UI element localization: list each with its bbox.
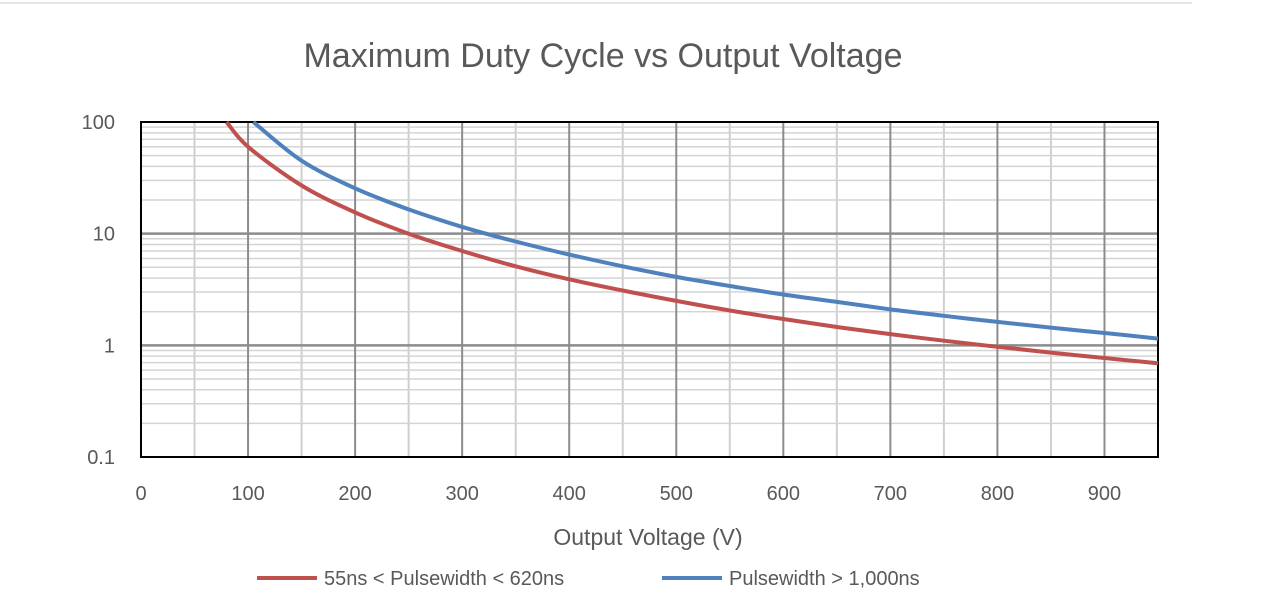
x-tick-label: 100 xyxy=(231,483,264,505)
legend-label-long-pulse: Pulsewidth > 1,000ns xyxy=(729,568,920,590)
series-lines xyxy=(225,120,1159,366)
x-tick-label: 500 xyxy=(660,483,693,505)
x-tick-label: 300 xyxy=(445,483,478,505)
series-line-long-pulse xyxy=(252,120,1159,341)
x-axis-title: Output Voltage (V) xyxy=(553,524,742,550)
series-line-short-pulse xyxy=(225,120,1159,366)
x-tick-label: 800 xyxy=(981,483,1014,505)
legend-label-short-pulse: 55ns < Pulsewidth < 620ns xyxy=(324,568,564,590)
x-tick-label: 200 xyxy=(338,483,371,505)
y-tick-label: 100 xyxy=(82,112,115,134)
x-tick-label: 600 xyxy=(767,483,800,505)
major-vertical-gridlines xyxy=(247,122,1106,457)
top-divider xyxy=(0,2,1192,4)
chart-title: Maximum Duty Cycle vs Output Voltage xyxy=(303,37,902,75)
legend: 55ns < Pulsewidth < 620ns Pulsewidth > 1… xyxy=(257,568,920,590)
minor-horizontal-gridlines xyxy=(141,126,1158,425)
plot-area-border xyxy=(140,121,1159,458)
x-tick-label: 400 xyxy=(553,483,586,505)
x-tick-label: 0 xyxy=(135,483,146,505)
x-axis-tick-labels: 0 100 200 300 400 500 600 700 800 900 xyxy=(135,483,1121,505)
y-axis-tick-labels: 0.1 1 10 100 xyxy=(82,112,115,469)
x-tick-label: 900 xyxy=(1088,483,1121,505)
minor-vertical-gridlines xyxy=(193,122,1052,457)
y-tick-label: 10 xyxy=(93,224,115,246)
y-tick-label: 0.1 xyxy=(87,447,115,469)
x-tick-label: 700 xyxy=(874,483,907,505)
y-tick-label: 1 xyxy=(104,335,115,357)
